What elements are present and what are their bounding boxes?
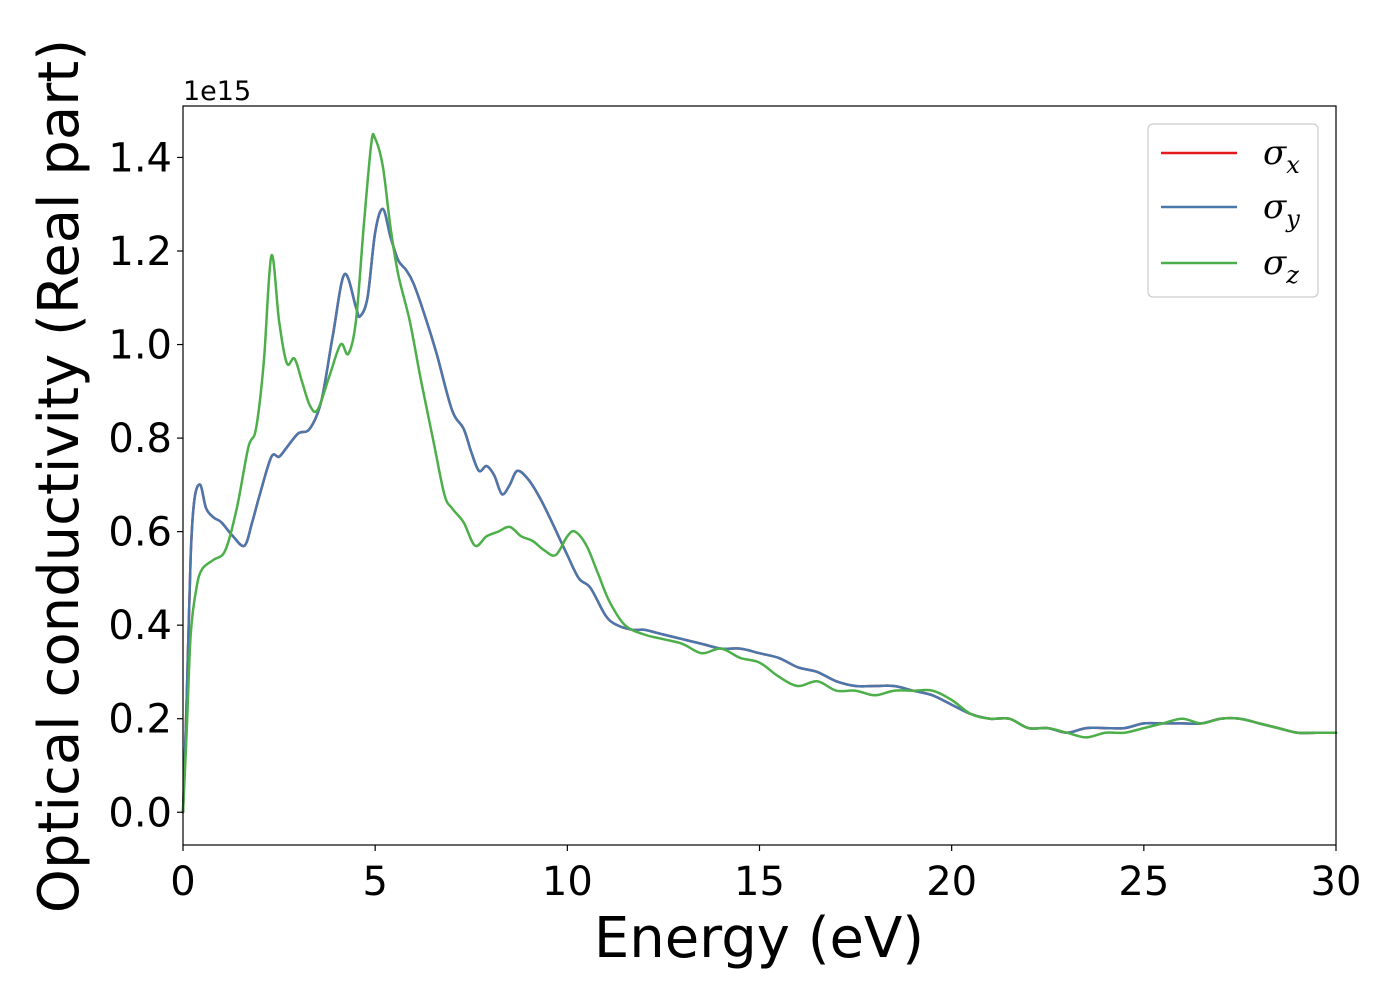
x-tick-label: 25 [1118, 859, 1169, 905]
x-tick-label: 30 [1311, 859, 1362, 905]
x-tick-label: 0 [170, 859, 195, 905]
x-tick-label: 20 [926, 859, 977, 905]
x-tick-label: 10 [542, 859, 593, 905]
legend: σx σy σz [1147, 123, 1319, 298]
y-offset-label: 1e15 [183, 76, 251, 107]
y-tick-label: 0.8 [108, 416, 172, 462]
x-tick-label: 5 [362, 859, 387, 905]
y-tick-label: 1.2 [108, 229, 172, 275]
y-tick-label: 0.6 [108, 510, 172, 556]
x-tick-label: 15 [734, 859, 785, 905]
y-tick-label: 1.0 [108, 323, 172, 369]
x-axis-title: Energy (eV) [594, 906, 924, 971]
legend-label-y: σy [1263, 187, 1300, 233]
legend-label-z: σz [1263, 243, 1299, 289]
series-lines [181, 132, 1338, 814]
x-axis-ticks: 0 5 10 15 20 25 30 [170, 845, 1361, 905]
y-axis-title: Optical conductivity (Real part) [27, 39, 92, 913]
y-tick-label: 1.4 [108, 135, 172, 181]
y-tick-label: 0.0 [108, 790, 172, 836]
series-line-z [181, 132, 1338, 814]
y-axis-ticks: 0.0 0.2 0.4 0.6 0.8 1.0 1.2 1.4 [108, 135, 183, 836]
y-tick-label: 0.4 [108, 603, 172, 649]
y-tick-label: 0.2 [108, 697, 172, 743]
legend-label-x: σx [1263, 133, 1300, 179]
legend-box [1147, 123, 1319, 298]
